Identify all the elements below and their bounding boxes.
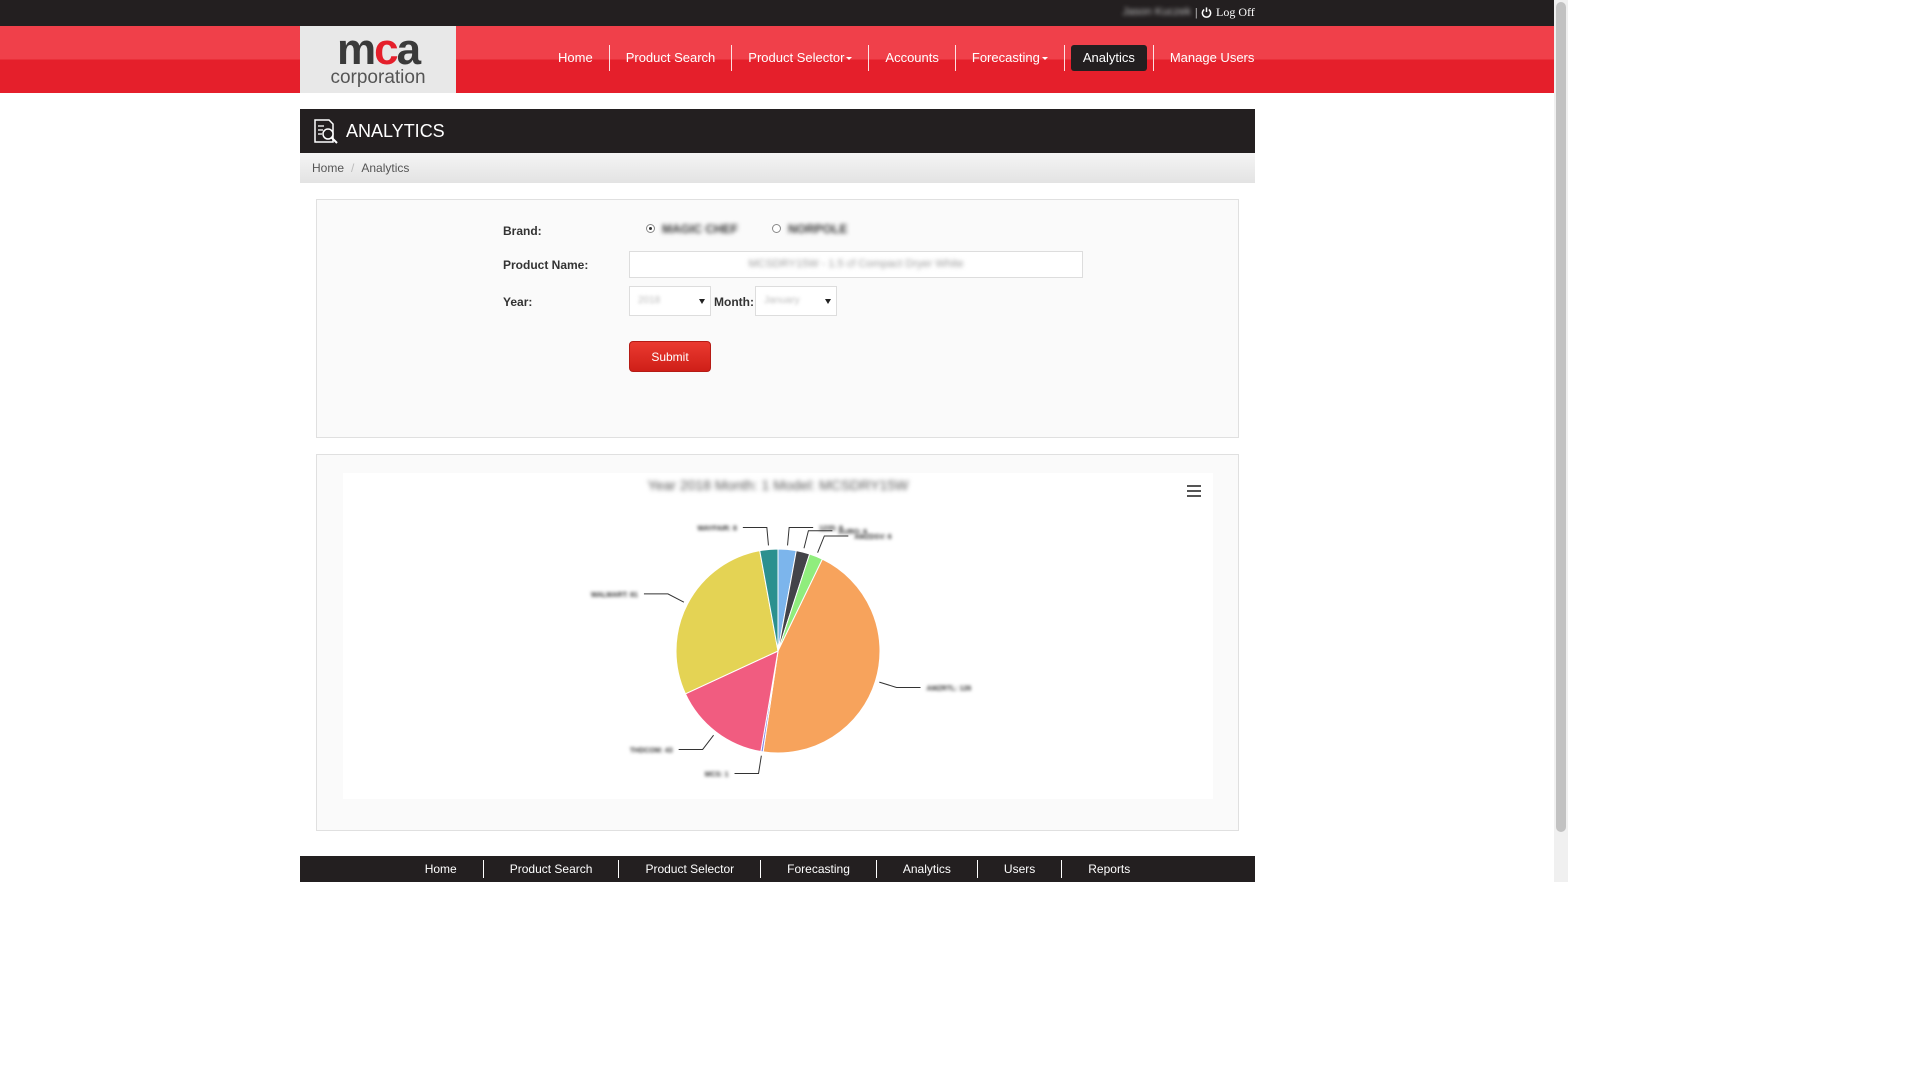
analytics-report-icon bbox=[314, 119, 338, 144]
brand-radio-magic-chef[interactable] bbox=[646, 224, 655, 233]
product-name-label: Product Name: bbox=[503, 258, 589, 272]
user-separator: | bbox=[1195, 5, 1198, 19]
month-label: Month: bbox=[714, 295, 754, 309]
filter-form-panel: Brand: MAGIC CHEF NORPOLE Product Name: … bbox=[316, 199, 1239, 438]
company-logo[interactable]: mca corporation bbox=[300, 26, 456, 93]
pie-data-label-mcs: MCS: 1 bbox=[705, 771, 729, 778]
year-label: Year: bbox=[503, 295, 533, 309]
pie-data-label-amzrtl: AMZRTL: 126 bbox=[927, 685, 972, 692]
user-name: Jason Kuczek bbox=[1122, 6, 1191, 18]
pie-data-label-1235: 1235: 8 bbox=[819, 526, 843, 533]
nav-accounts[interactable]: Accounts bbox=[885, 50, 939, 65]
main-nav: Home Product Search Product Selector Acc… bbox=[542, 45, 1270, 71]
brand-label: Brand: bbox=[503, 224, 542, 238]
power-icon bbox=[1201, 7, 1212, 18]
logo-subtitle: corporation bbox=[330, 66, 426, 88]
brand-option-norpole[interactable]: NORPOLE bbox=[788, 222, 848, 236]
breadcrumb-current: Analytics bbox=[361, 161, 410, 175]
chart-menu-icon[interactable] bbox=[1187, 485, 1201, 497]
footer-home[interactable]: Home bbox=[424, 862, 457, 876]
pie-connector-thdcom bbox=[678, 734, 714, 750]
pie-data-label-walmart: WALMART: 81 bbox=[591, 592, 638, 599]
chart-panel: Year 2018 Month: 1 Model: MCSDRY15W 1235… bbox=[316, 454, 1239, 831]
breadcrumb: Home / Analytics bbox=[300, 153, 1255, 183]
pie-slice-wayfair[interactable] bbox=[759, 548, 779, 652]
chevron-down-icon bbox=[1041, 57, 1048, 61]
logoff-label: Log Off bbox=[1216, 5, 1255, 19]
pie-connector-auro bbox=[803, 530, 833, 549]
dropdown-arrow-icon bbox=[825, 299, 831, 304]
pie-connector-wayfair bbox=[742, 527, 769, 546]
page-scrollbar[interactable] bbox=[1554, 0, 1568, 882]
pie-slice-amzrtl[interactable] bbox=[762, 558, 881, 754]
year-select[interactable]: 2018 bbox=[629, 286, 711, 316]
nav-analytics[interactable]: Analytics bbox=[1070, 45, 1147, 71]
nav-product-selector[interactable]: Product Selector bbox=[732, 45, 868, 71]
dropdown-arrow-icon bbox=[699, 299, 705, 304]
pie-data-label-thdcom: THDCOM: 43 bbox=[630, 747, 673, 754]
pie-data-label-auro: AURO: 6 bbox=[838, 529, 867, 536]
pie-connector-1235 bbox=[787, 527, 814, 546]
chart-title: Year 2018 Month: 1 Model: MCSDRY15W bbox=[647, 477, 909, 493]
pie-chart: Year 2018 Month: 1 Model: MCSDRY15W 1235… bbox=[343, 473, 1213, 799]
pie-connector-walmart bbox=[643, 593, 685, 603]
footer-product-search[interactable]: Product Search bbox=[509, 862, 593, 876]
footer-reports[interactable]: Reports bbox=[1088, 862, 1131, 876]
footer-analytics[interactable]: Analytics bbox=[902, 862, 951, 876]
pie-connector-amzrtl bbox=[879, 681, 921, 688]
logoff-link[interactable]: Log Off bbox=[1201, 5, 1255, 20]
footer-users[interactable]: Users bbox=[1003, 862, 1036, 876]
nav-manage-users[interactable]: Manage Users bbox=[1169, 50, 1255, 65]
header-band bbox=[0, 26, 1554, 93]
footer-product-selector[interactable]: Product Selector bbox=[645, 862, 735, 876]
brand-option-magic-chef[interactable]: MAGIC CHEF bbox=[662, 222, 738, 236]
scrollbar-thumb[interactable] bbox=[1556, 2, 1566, 832]
pie-data-label-amzdsv: AMZDSV: 6 bbox=[854, 534, 891, 541]
nav-forecasting[interactable]: Forecasting bbox=[956, 45, 1064, 71]
nav-product-search[interactable]: Product Search bbox=[625, 50, 716, 65]
top-utility-bar: Jason Kuczek | Log Off bbox=[0, 0, 1554, 26]
pie-slice-walmart[interactable] bbox=[675, 550, 779, 695]
pie-connector-amzdsv bbox=[817, 535, 849, 553]
nav-home[interactable]: Home bbox=[558, 50, 593, 65]
pie-data-label-wayfair: WAYFAIR: 8 bbox=[697, 526, 737, 533]
pie-slice-thdcom[interactable] bbox=[684, 650, 779, 753]
brand-radio-norpole[interactable] bbox=[772, 224, 781, 233]
product-name-input[interactable]: MCSDRY15W - 1.5 cf Compact Dryer White bbox=[629, 251, 1083, 278]
month-select[interactable]: January bbox=[755, 286, 837, 316]
chevron-down-icon bbox=[846, 57, 853, 61]
footer-forecasting[interactable]: Forecasting bbox=[787, 862, 850, 876]
footer-nav: Home Product Search Product Selector For… bbox=[300, 856, 1255, 882]
breadcrumb-home[interactable]: Home bbox=[312, 161, 345, 175]
page-title: ANALYTICS bbox=[346, 121, 445, 141]
submit-button[interactable]: Submit bbox=[629, 341, 711, 372]
page-title-bar: ANALYTICS bbox=[300, 109, 1255, 153]
pie-connector-mcs bbox=[734, 755, 762, 774]
